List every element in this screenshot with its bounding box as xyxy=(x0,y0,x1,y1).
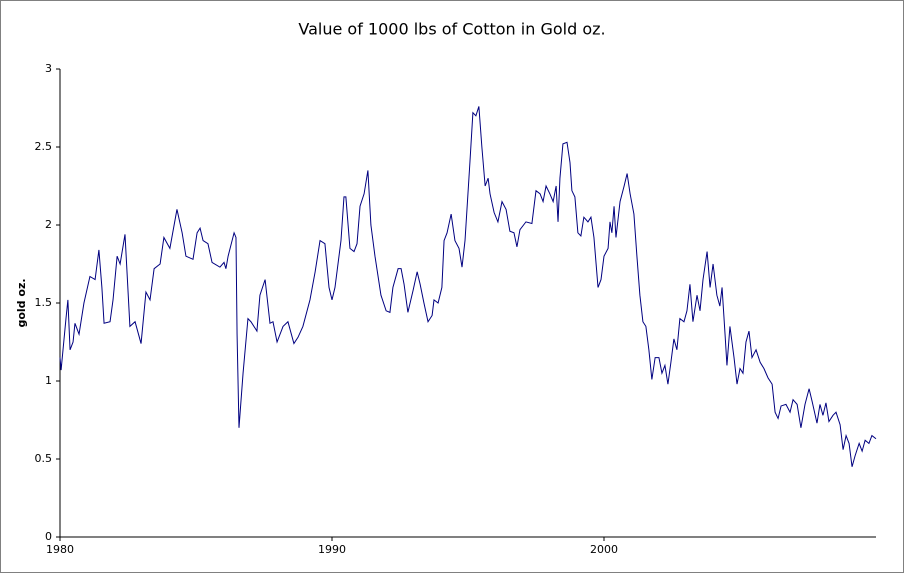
x-tick-label: 2000 xyxy=(590,543,618,556)
x-tick-label: 1990 xyxy=(318,543,346,556)
y-tick-label: 0 xyxy=(45,530,52,543)
chart-title: Value of 1000 lbs of Cotton in Gold oz. xyxy=(298,20,605,39)
data-line xyxy=(59,106,877,467)
y-axis-label: gold oz. xyxy=(15,278,28,327)
y-tick-label: 2 xyxy=(45,218,52,231)
y-tick-label: 0.5 xyxy=(35,452,53,465)
y-tick-label: 1 xyxy=(45,374,52,387)
y-tick-label: 1.5 xyxy=(35,296,53,309)
x-tick-label: 1980 xyxy=(46,543,74,556)
y-tick-label: 2.5 xyxy=(35,140,53,153)
y-tick-label: 3 xyxy=(45,62,52,75)
